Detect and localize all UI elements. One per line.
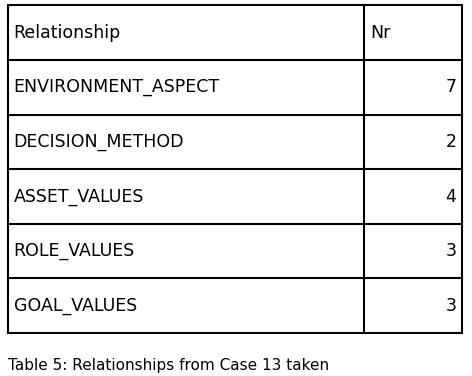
Text: ROLE_VALUES: ROLE_VALUES bbox=[14, 242, 135, 260]
Text: Nr: Nr bbox=[370, 24, 390, 41]
Text: Relationship: Relationship bbox=[14, 24, 121, 41]
Text: 7: 7 bbox=[446, 78, 456, 96]
Text: DECISION_METHOD: DECISION_METHOD bbox=[14, 133, 184, 151]
Text: 3: 3 bbox=[446, 242, 456, 260]
Text: Table 5: Relationships from Case 13 taken: Table 5: Relationships from Case 13 take… bbox=[8, 358, 329, 373]
Text: 2: 2 bbox=[446, 133, 456, 151]
Bar bbox=[8, 5, 462, 333]
Text: GOAL_VALUES: GOAL_VALUES bbox=[14, 297, 137, 315]
Text: 3: 3 bbox=[446, 297, 456, 315]
Text: ASSET_VALUES: ASSET_VALUES bbox=[14, 188, 144, 206]
Text: ENVIRONMENT_ASPECT: ENVIRONMENT_ASPECT bbox=[14, 78, 220, 96]
Text: 4: 4 bbox=[446, 188, 456, 206]
